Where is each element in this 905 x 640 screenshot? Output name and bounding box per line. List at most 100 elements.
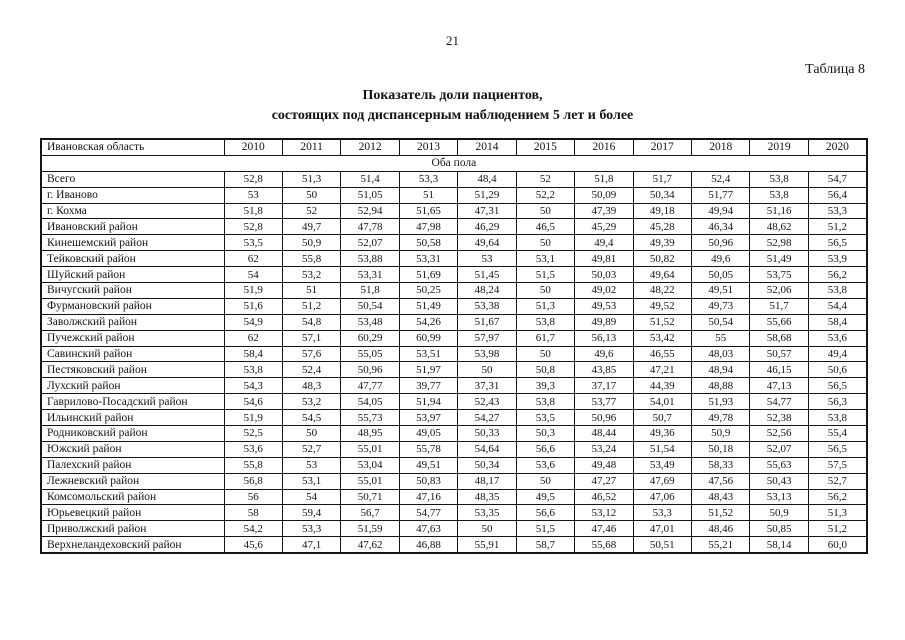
value-cell: 39,77 [398, 377, 459, 395]
value-cell: 54,77 [749, 393, 809, 411]
value-cell: 47,16 [398, 488, 459, 506]
value-cell: 51,65 [398, 202, 459, 220]
value-cell: 50 [281, 186, 342, 204]
value-cell: 47,78 [340, 218, 400, 236]
region-name-cell: Родниковский район [40, 425, 225, 442]
value-cell: 53,3 [398, 170, 459, 188]
value-cell: 48,46 [690, 520, 751, 538]
value-cell: 53,31 [398, 250, 459, 268]
region-name-cell: Южский район [40, 440, 225, 458]
value-cell: 53,24 [574, 440, 634, 458]
value-cell: 59,4 [281, 504, 342, 522]
value-cell: 51,29 [457, 186, 517, 204]
value-cell: 58,33 [690, 456, 751, 474]
value-cell: 53,8 [223, 361, 283, 379]
value-cell: 51,59 [340, 520, 400, 538]
table-row: Шуйский район 54 53,2 53,31 51,69 51,45 51,5 50… [40, 266, 868, 284]
value-cell: 50,7 [632, 409, 693, 427]
value-cell: 55,21 [690, 536, 751, 554]
value-cell: 51,49 [749, 250, 809, 268]
value-cell: 55,63 [749, 456, 809, 474]
value-cell: 48,35 [457, 488, 517, 506]
value-cell: 56,6 [515, 504, 576, 522]
value-cell: 47,1 [281, 536, 342, 554]
value-cell: 47,06 [632, 488, 693, 506]
value-cell: 55,68 [574, 536, 634, 554]
region-name-cell: Ивановский район [40, 218, 225, 236]
value-cell: 46,34 [690, 218, 751, 236]
value-cell: 50,25 [398, 282, 459, 299]
value-cell: 50,03 [574, 266, 634, 284]
value-cell: 49,36 [632, 425, 693, 442]
table-row: Савинский район 58,4 57,6 55,05 53,51 53,98 50… [40, 345, 868, 363]
table-row: г. Иваново 53 50 51,05 51 51,29 52,2 50,09 50,34… [40, 186, 868, 204]
year-header-cell: 2011 [281, 138, 342, 156]
value-cell: 48,62 [749, 218, 809, 236]
value-cell: 47,13 [749, 377, 809, 395]
value-cell: 50,33 [457, 425, 517, 442]
value-cell: 54,2 [223, 520, 283, 538]
value-cell: 55 [690, 329, 751, 347]
value-cell: 53,35 [457, 504, 517, 522]
value-cell: 51,69 [398, 266, 459, 284]
value-cell: 47,62 [340, 536, 400, 554]
value-cell: 53,75 [749, 266, 809, 284]
value-cell: 51,52 [690, 504, 751, 522]
value-cell: 50 [457, 361, 517, 379]
value-cell: 53 [223, 186, 283, 204]
value-cell: 52,56 [749, 425, 809, 442]
value-cell: 52,07 [340, 234, 400, 252]
value-cell: 60,0 [807, 536, 868, 554]
value-cell: 50,09 [574, 186, 634, 204]
value-cell: 51,5 [515, 266, 576, 284]
value-cell: 51,2 [807, 218, 868, 236]
value-cell: 53,8 [749, 170, 809, 188]
region-name-cell: г. Кохма [40, 202, 225, 220]
value-cell: 57,6 [281, 345, 342, 363]
value-cell: 54,01 [632, 393, 693, 411]
value-cell: 50,83 [398, 472, 459, 490]
value-cell: 56,2 [807, 488, 868, 506]
value-cell: 50,18 [690, 440, 751, 458]
value-cell: 53,88 [340, 250, 400, 268]
value-cell: 51,8 [574, 170, 634, 188]
value-cell: 53,2 [281, 393, 342, 411]
table-caption-label: Таблица 8 [805, 62, 865, 77]
value-cell: 45,28 [632, 218, 693, 236]
table-row: Приволжский район 54,2 53,3 51,59 47,63 50 51,… [40, 520, 868, 538]
value-cell: 48,88 [690, 377, 751, 395]
table-row: Пестяковский район 53,8 52,4 50,96 51,97 50 50… [40, 361, 868, 379]
value-cell: 54,3 [223, 377, 283, 395]
value-cell: 51,8 [223, 202, 283, 220]
table-row: Комсомольский район 56 54 50,71 47,16 48,35 49… [40, 488, 868, 506]
region-name-cell: Всего [40, 170, 225, 188]
value-cell: 46,88 [398, 536, 459, 554]
value-cell: 50,85 [749, 520, 809, 538]
value-cell: 52,94 [340, 202, 400, 220]
value-cell: 50,96 [690, 234, 751, 252]
value-cell: 47,63 [398, 520, 459, 538]
value-cell: 48,17 [457, 472, 517, 490]
value-cell: 54,8 [281, 313, 342, 331]
document-title-line1: Показатель доли пациентов, [362, 88, 543, 103]
value-cell: 60,29 [340, 329, 400, 347]
table-row: Палехский район 55,8 53 53,04 49,51 50,34 53,6… [40, 456, 868, 474]
value-cell: 49,4 [574, 234, 634, 252]
value-cell: 52,43 [457, 393, 517, 411]
value-cell: 49,02 [574, 282, 634, 299]
table-row: Вичугский район 51,9 51 51,8 50,25 48,24 50 49,… [40, 282, 868, 299]
value-cell: 55,78 [398, 440, 459, 458]
value-cell: 49,05 [398, 425, 459, 442]
region-name-cell: Лежневский район [40, 472, 225, 490]
value-cell: 53,13 [749, 488, 809, 506]
table-row: Гаврилово-Посадский район 54,6 53,2 54,05 51… [40, 393, 868, 411]
value-cell: 51,45 [457, 266, 517, 284]
value-cell: 37,17 [574, 377, 634, 395]
value-cell: 47,77 [340, 377, 400, 395]
value-cell: 48,44 [574, 425, 634, 442]
table-row: Фурмановский район 51,6 51,2 50,54 51,49 53,3… [40, 297, 868, 315]
year-header-cell: 2019 [749, 138, 809, 156]
region-name-cell: Пучежский район [40, 329, 225, 347]
value-cell: 53,38 [457, 297, 517, 315]
value-cell: 52,7 [281, 440, 342, 458]
